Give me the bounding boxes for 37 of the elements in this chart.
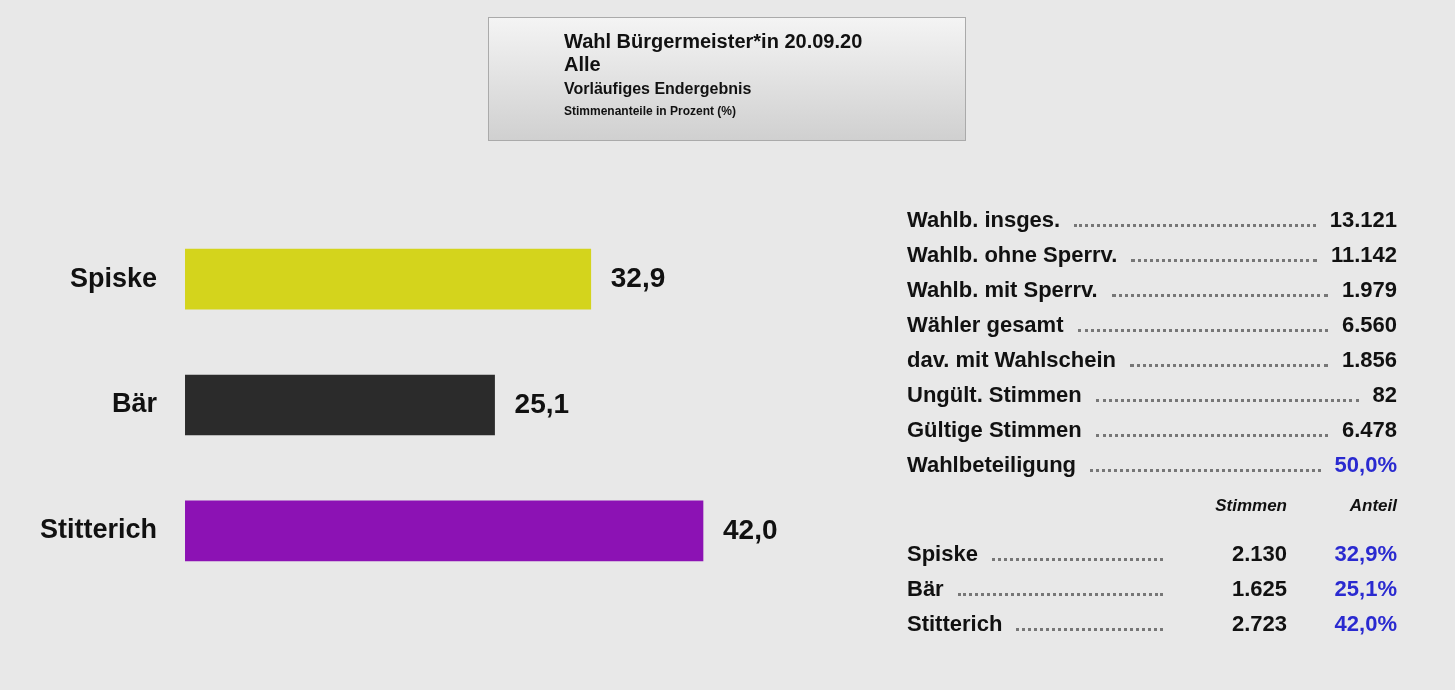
text: Stitterich (907, 611, 1003, 637)
text: Wahlb. insges. (907, 207, 1061, 233)
text: Anteil (1348, 496, 1397, 517)
y-tick-label: Spiske (69, 262, 158, 293)
text: Wahlb. ohne Sperrv. (907, 242, 1118, 268)
text: 2.723 (1230, 611, 1287, 637)
text: 25,1% (1333, 576, 1397, 602)
text: Wahlbeteiligung (907, 452, 1077, 478)
text: Stimmenanteile in Prozent (%) (564, 104, 738, 118)
text: 11.142 (1330, 242, 1397, 268)
text: Vorläufiges Endergebnis (564, 80, 753, 98)
text: 2.130 (1230, 541, 1287, 567)
text: 1.979 (1341, 277, 1397, 303)
data-label: 32,9 (610, 261, 666, 293)
chart-subtitle: Alle (564, 53, 602, 76)
data-label: 42,0 (723, 513, 778, 545)
y-tick-label: Stitterich (39, 514, 158, 545)
text: 42,0% (1333, 611, 1397, 637)
text: Ungült. Stimmen (907, 382, 1082, 408)
text: dav. mit Wahlschein (907, 347, 1117, 373)
text: Spiske (907, 541, 978, 567)
text: 32,9% (1333, 541, 1397, 567)
text: Wähler gesamt (907, 312, 1064, 338)
text: 50,0% (1334, 452, 1397, 478)
text: 82 (1372, 382, 1397, 408)
text: Wahlb. mit Sperrv. (907, 277, 1098, 303)
text: 6.560 (1341, 312, 1397, 338)
text: 1.625 (1230, 576, 1287, 602)
y-tick-label: Bär (111, 388, 158, 419)
text: Gültige Stimmen (907, 417, 1082, 443)
text: 13.121 (1329, 207, 1397, 233)
chart-title: Wahl Bürgermeister*in 20.09.20 (564, 30, 864, 53)
data-label: 25,1 (514, 387, 570, 419)
text: 6.478 (1341, 417, 1397, 443)
text: Bär (907, 576, 944, 602)
text: Stimmen (1214, 496, 1287, 517)
text: 1.856 (1341, 347, 1397, 373)
